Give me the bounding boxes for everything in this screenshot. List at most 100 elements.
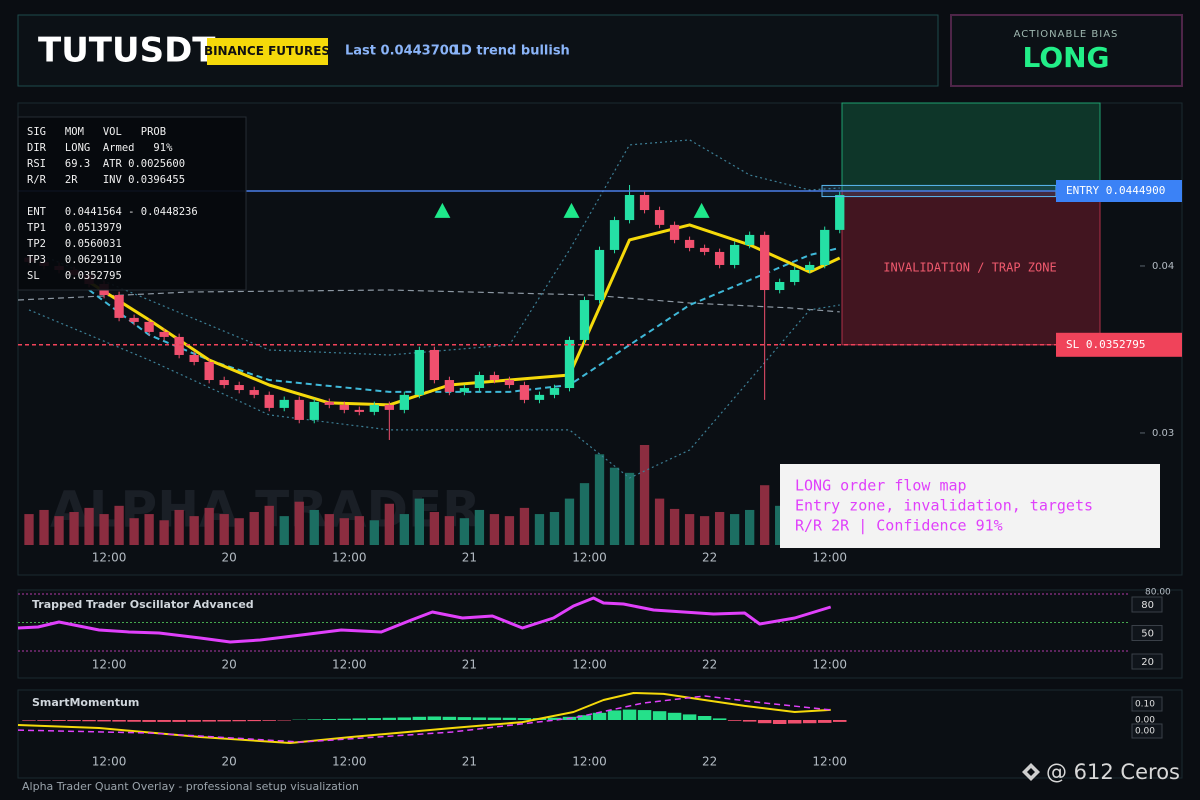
volume-bar xyxy=(474,509,485,545)
candle-body xyxy=(399,394,409,410)
histogram-bar xyxy=(757,720,772,724)
candle-body xyxy=(114,295,124,318)
volume-bar xyxy=(654,498,665,545)
info-box xyxy=(17,116,247,291)
volume-bar xyxy=(219,514,229,545)
candle-body xyxy=(174,336,184,355)
x-tick-label: 22 xyxy=(702,755,717,769)
histogram-bar xyxy=(352,718,367,720)
volume-bar xyxy=(444,516,455,545)
candle-body xyxy=(549,388,560,395)
info-row: DIR LONG Armed 91% xyxy=(27,142,173,154)
histogram-bar xyxy=(832,720,847,722)
momentum-panel xyxy=(17,689,1183,779)
histogram-bar xyxy=(517,718,532,720)
histogram-bar xyxy=(682,714,697,720)
volume-bar xyxy=(159,520,169,545)
histogram-bar xyxy=(247,720,261,722)
candle-body xyxy=(384,404,394,410)
x-tick-label: 12:00 xyxy=(92,551,127,565)
info-row: R/R 2R INV 0.0396455 xyxy=(27,174,185,186)
histogram-bar xyxy=(592,712,607,720)
volume-bar xyxy=(24,514,34,545)
volume-bar xyxy=(534,514,545,545)
volume-bar xyxy=(414,498,425,545)
candle-body xyxy=(279,399,289,408)
volume-bar xyxy=(579,483,590,545)
volume-bar xyxy=(489,514,500,545)
candle-body xyxy=(699,247,710,252)
candle-body xyxy=(129,317,139,322)
y-tick-label: 0.04 xyxy=(1152,261,1174,272)
entry-label: ENTRY 0.0444900 xyxy=(1066,184,1165,197)
histogram-bar xyxy=(472,717,487,720)
candle-body xyxy=(474,375,485,389)
histogram-bar xyxy=(112,720,126,722)
candle-body xyxy=(414,349,425,395)
credit-logo xyxy=(1022,763,1040,781)
candle-body xyxy=(294,399,304,420)
x-tick-label: 12:00 xyxy=(332,551,367,565)
candle-body xyxy=(775,282,785,291)
histogram-bar xyxy=(787,720,802,724)
trend: 1D trend bullish xyxy=(452,44,570,59)
volume-bar xyxy=(504,516,515,545)
level-tag xyxy=(1131,653,1163,670)
histogram-bar xyxy=(142,720,156,722)
candle-body xyxy=(234,385,244,391)
info-row: TP2 0.0560031 xyxy=(27,238,122,250)
candle-body xyxy=(159,331,169,337)
panel-title: SmartMomentum xyxy=(32,696,139,709)
histogram-bar xyxy=(742,720,757,722)
exchange-badge xyxy=(207,38,328,65)
histogram-bar xyxy=(232,720,246,722)
histogram-bar xyxy=(397,717,412,720)
volume-bar xyxy=(429,512,440,545)
histogram-bar xyxy=(337,718,352,720)
candle-body xyxy=(760,234,770,291)
y-tick-label: 0.00 xyxy=(1135,716,1155,726)
symbol: TUTUSDT xyxy=(38,31,216,71)
candle-body xyxy=(534,394,545,400)
histogram-bar xyxy=(157,720,171,722)
sl-label: SL 0.0352795 xyxy=(1066,338,1145,351)
histogram-bar xyxy=(622,709,637,720)
credit: @ 612 Ceros xyxy=(1046,760,1180,784)
volume-bar xyxy=(294,501,304,545)
candle-body xyxy=(654,210,665,225)
volume-bar xyxy=(54,516,64,545)
oscillator-line xyxy=(17,596,832,644)
histogram-bar xyxy=(52,720,66,721)
candle-body xyxy=(744,234,755,245)
histogram-bar xyxy=(97,720,111,722)
histogram-bar xyxy=(577,715,592,720)
sl-tag xyxy=(1056,332,1182,357)
volume-bar xyxy=(354,516,364,545)
bias-value: LONG xyxy=(1022,41,1109,74)
volume-bar xyxy=(114,505,124,545)
x-tick-label: 12:00 xyxy=(332,658,367,672)
histogram-bar xyxy=(607,710,622,720)
bias-label: ACTIONABLE BIAS xyxy=(1014,29,1119,40)
volume-bar xyxy=(684,514,695,545)
candle-body xyxy=(820,229,830,265)
histogram-bar xyxy=(487,717,502,720)
volume-bar xyxy=(669,508,680,545)
volume-bar xyxy=(204,507,214,545)
volume-bar xyxy=(609,467,620,545)
histogram-bar xyxy=(382,717,397,720)
signal-marker xyxy=(563,202,580,218)
level-tag xyxy=(1131,596,1163,613)
annotation-line: R/R 2R | Confidence 91% xyxy=(795,517,1003,535)
volume-bar xyxy=(99,514,109,545)
candle-body xyxy=(339,404,349,410)
histogram-bar xyxy=(442,716,457,720)
histogram-bar xyxy=(367,718,382,720)
level-label: 50 xyxy=(1141,629,1154,640)
indicator-line xyxy=(17,692,831,744)
volume-bar xyxy=(129,518,139,545)
volume-bar xyxy=(549,512,560,545)
volume-bar xyxy=(399,514,409,545)
